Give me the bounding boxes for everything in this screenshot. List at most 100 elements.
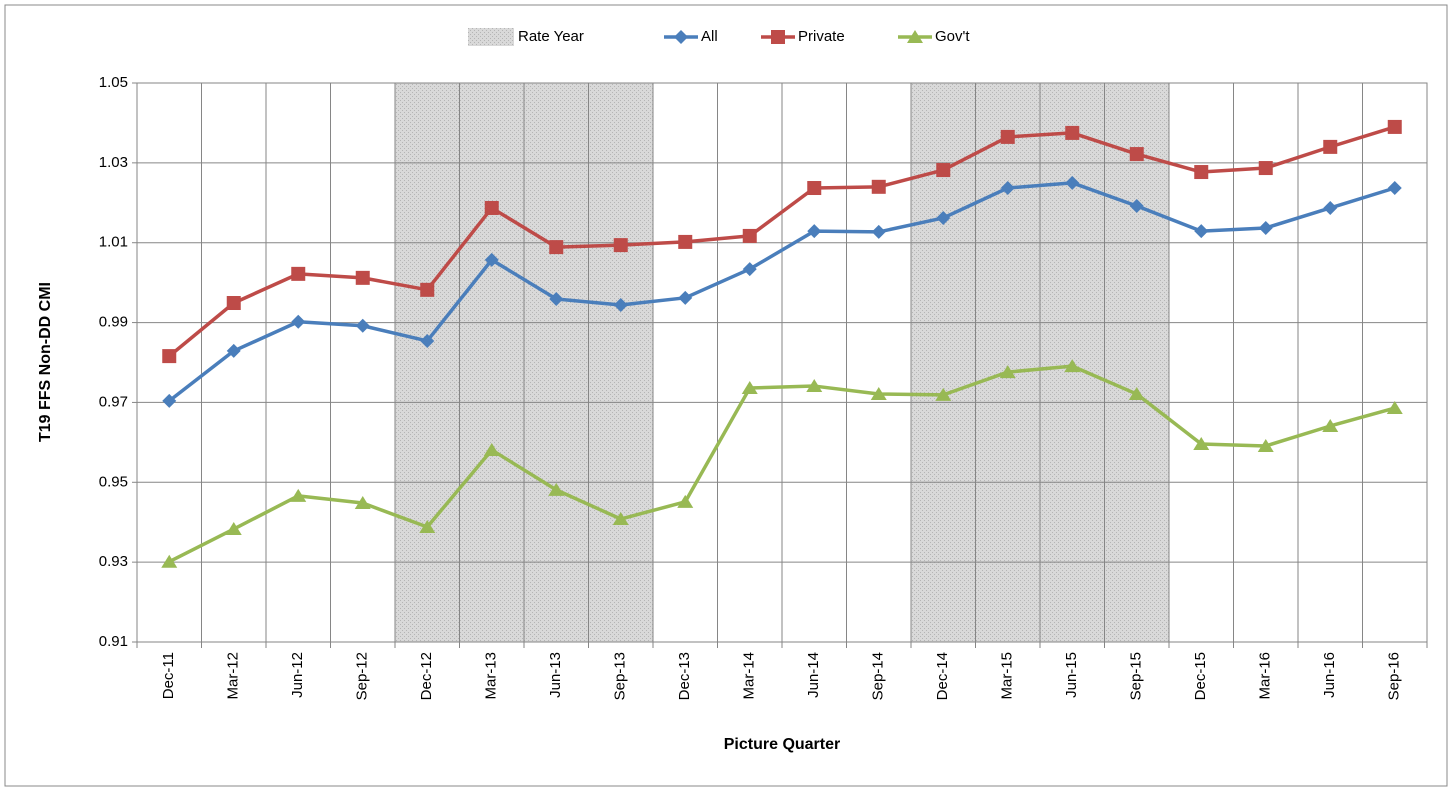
y-tick-label: 0.99 (99, 314, 128, 331)
marker (355, 270, 370, 285)
series-line (168, 181, 1396, 403)
marker (907, 30, 923, 43)
marker (1387, 119, 1402, 134)
marker (549, 292, 564, 307)
marker (807, 181, 822, 196)
x-tick-label: Jun-12 (289, 652, 306, 698)
x-tick-label: Dec-14 (934, 652, 951, 700)
marker (771, 30, 785, 44)
x-axis-title: Picture Quarter (724, 736, 840, 753)
marker (871, 179, 886, 194)
marker (1064, 359, 1081, 373)
marker (484, 200, 499, 215)
legend-label: Rate Year (518, 28, 584, 45)
x-tick-label: Dec-12 (418, 652, 435, 700)
marker (162, 349, 177, 364)
marker (807, 224, 822, 239)
x-tick-label: Dec-11 (160, 652, 177, 699)
marker (1257, 438, 1274, 452)
x-tick-label: Mar-16 (1257, 652, 1274, 700)
marker (1322, 418, 1339, 432)
marker (741, 381, 758, 395)
marker (290, 488, 307, 502)
plot-border (136, 82, 1428, 643)
x-tick-label: Dec-13 (676, 652, 693, 700)
y-tick-label: 0.97 (99, 393, 128, 410)
series-line (168, 125, 1396, 358)
legend-label: Gov't (935, 28, 970, 45)
marker (226, 296, 241, 311)
marker (1065, 125, 1080, 140)
marker (1129, 147, 1144, 162)
marker (291, 314, 306, 329)
marker (549, 240, 564, 255)
x-tick-label: Sep-16 (1386, 652, 1403, 700)
marker (1000, 129, 1015, 144)
y-axis-title: T19 FFS Non-DD CMI (37, 282, 54, 442)
marker (226, 343, 241, 358)
x-tick-label: Jun-16 (1321, 652, 1338, 698)
y-tick-label: 0.95 (99, 473, 128, 490)
marker (548, 482, 565, 496)
marker (1258, 220, 1273, 235)
marker (742, 228, 757, 243)
marker (225, 522, 242, 536)
x-tick-label: Jun-15 (1063, 652, 1080, 698)
x-tick-label: Sep-14 (870, 652, 887, 700)
marker (742, 262, 757, 277)
marker (999, 365, 1016, 379)
marker (1386, 401, 1403, 415)
y-tick-label: 1.01 (99, 234, 128, 251)
marker (354, 496, 371, 510)
marker (1258, 161, 1273, 176)
series-line (168, 364, 1396, 564)
marker (870, 387, 887, 401)
marker (936, 163, 951, 178)
marker (613, 238, 628, 253)
marker (1194, 224, 1209, 239)
legend-label: Private (798, 28, 845, 45)
x-tick-label: Jun-13 (547, 652, 564, 698)
y-tick-label: 0.93 (99, 553, 128, 570)
marker (420, 333, 435, 348)
x-tick-label: Sep-13 (612, 652, 629, 700)
marker (612, 512, 629, 526)
marker (420, 282, 435, 297)
marker (678, 234, 693, 249)
x-tick-label: Mar-12 (225, 652, 242, 700)
marker (484, 252, 499, 267)
marker (1128, 387, 1145, 401)
x-tick-label: Sep-15 (1128, 652, 1145, 700)
x-tick-label: Dec-15 (1192, 652, 1209, 700)
marker (1323, 200, 1338, 215)
marker (613, 298, 628, 313)
x-tick-label: Mar-15 (999, 652, 1016, 700)
chart-border (4, 4, 1448, 787)
marker (291, 266, 306, 281)
x-tick-label: Sep-12 (354, 652, 371, 700)
marker (677, 494, 694, 508)
marker (674, 30, 688, 44)
marker (1387, 181, 1402, 196)
marker (1193, 436, 1210, 450)
marker (936, 210, 951, 225)
marker (1129, 198, 1144, 213)
legend-label: All (701, 28, 718, 45)
legend-swatch (468, 28, 514, 46)
marker (678, 290, 693, 305)
x-tick-label: Mar-14 (741, 652, 758, 700)
marker (1323, 139, 1338, 154)
x-tick-label: Jun-14 (805, 652, 822, 698)
marker (1065, 175, 1080, 190)
marker (1194, 165, 1209, 180)
marker (161, 554, 178, 568)
y-tick-label: 1.03 (99, 154, 128, 171)
marker (806, 379, 823, 393)
marker (419, 520, 436, 534)
marker (483, 442, 500, 456)
marker (162, 393, 177, 408)
y-tick-label: 0.91 (99, 633, 128, 650)
marker (355, 318, 370, 333)
x-tick-label: Mar-13 (483, 652, 500, 700)
